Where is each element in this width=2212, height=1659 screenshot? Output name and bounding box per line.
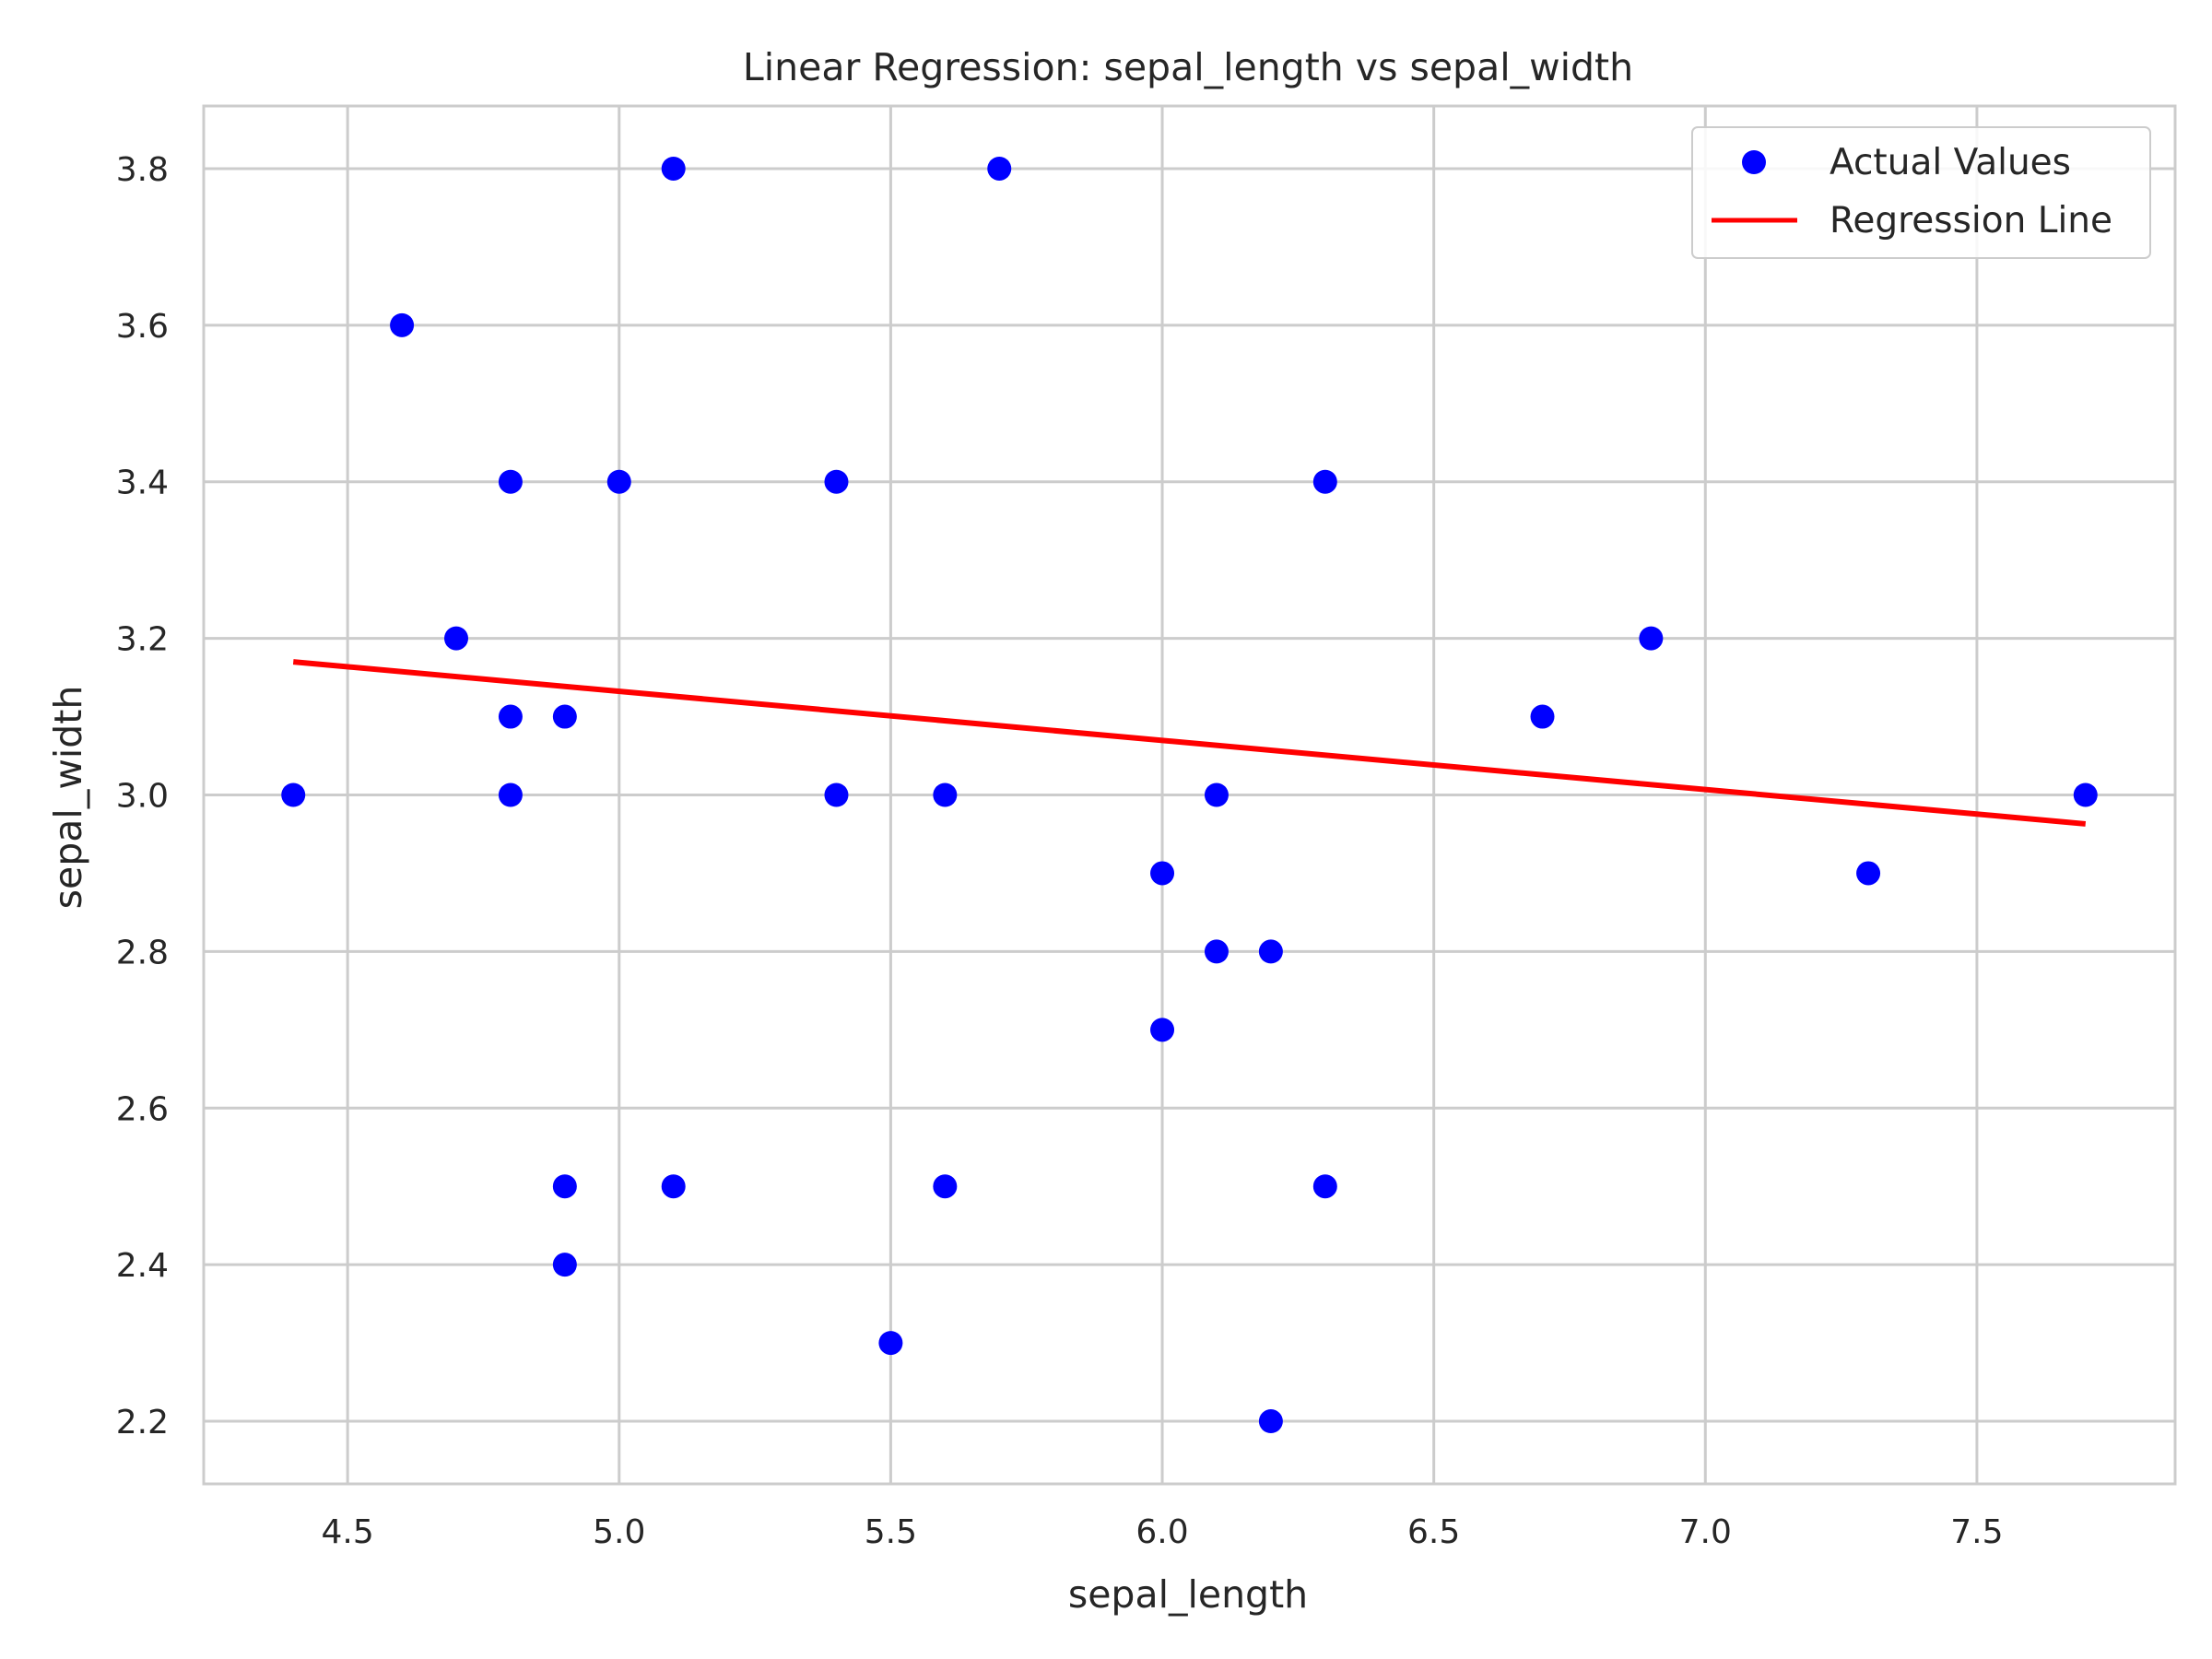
y-axis-title: sepal_width <box>46 686 90 910</box>
x-axis-ticks: 4.5 5.0 5.5 6.0 6.5 7.0 7.5 <box>322 1513 2004 1551</box>
legend-box <box>1691 126 2151 259</box>
data-point <box>661 1174 686 1199</box>
y-tick-label: 2.4 <box>116 1247 169 1285</box>
plot-frame <box>202 104 2177 1486</box>
data-point <box>987 156 1012 181</box>
x-tick-label: 6.0 <box>1135 1513 1188 1551</box>
data-point <box>1258 1409 1283 1434</box>
x-tick-label: 4.5 <box>322 1513 374 1551</box>
data-point <box>878 1331 903 1356</box>
data-point <box>824 469 849 494</box>
data-point <box>2073 782 2098 807</box>
x-tick-label: 7.0 <box>1679 1513 1732 1551</box>
data-point <box>498 782 523 807</box>
data-point <box>390 312 415 337</box>
y-tick-label: 3.8 <box>116 151 169 189</box>
regression-line-layer <box>292 659 2087 827</box>
data-point <box>281 782 306 807</box>
data-point <box>824 782 849 807</box>
y-tick-label: 2.2 <box>116 1404 169 1441</box>
chart-title: Linear Regression: sepal_length vs sepal… <box>743 45 1633 89</box>
y-tick-label: 3.2 <box>116 621 169 659</box>
data-point <box>933 782 958 807</box>
data-point <box>1530 704 1555 729</box>
data-point <box>444 626 469 651</box>
y-axis-ticks: 2.2 2.4 2.6 2.8 3.0 3.2 3.4 3.6 3.8 <box>116 151 169 1441</box>
legend: Actual Values Regression Line <box>1691 126 2151 259</box>
data-point <box>498 704 523 729</box>
data-point <box>1150 1018 1175 1042</box>
y-tick-label: 2.6 <box>116 1090 169 1128</box>
data-point <box>661 156 686 181</box>
x-tick-label: 5.5 <box>865 1513 917 1551</box>
data-point <box>1856 861 1881 886</box>
y-tick-label: 2.8 <box>116 934 169 971</box>
data-point <box>1204 782 1229 807</box>
data-point <box>1639 626 1664 651</box>
data-point <box>1150 861 1175 886</box>
data-point <box>552 1174 577 1199</box>
data-point <box>552 704 577 729</box>
data-point <box>1258 939 1283 964</box>
x-tick-label: 6.5 <box>1407 1513 1460 1551</box>
regression-line <box>292 659 2087 827</box>
data-point <box>552 1253 577 1277</box>
grid-lines <box>204 106 2175 1484</box>
y-tick-label: 3.0 <box>116 778 169 816</box>
data-point <box>498 469 523 494</box>
legend-marker-actual-values <box>1742 150 1766 174</box>
x-tick-label: 7.5 <box>1950 1513 2003 1551</box>
data-point <box>1312 1174 1337 1199</box>
legend-label-regression-line: Regression Line <box>1830 200 2112 241</box>
data-point <box>933 1174 958 1199</box>
data-point <box>1312 469 1337 494</box>
scatter-points <box>281 156 2098 1434</box>
data-point <box>606 469 631 494</box>
y-tick-label: 3.6 <box>116 308 169 346</box>
x-axis-title: sepal_length <box>1068 1572 1308 1617</box>
data-point <box>1204 939 1229 964</box>
x-tick-label: 5.0 <box>593 1513 645 1551</box>
y-tick-label: 3.4 <box>116 465 169 502</box>
legend-label-actual-values: Actual Values <box>1830 142 2071 183</box>
